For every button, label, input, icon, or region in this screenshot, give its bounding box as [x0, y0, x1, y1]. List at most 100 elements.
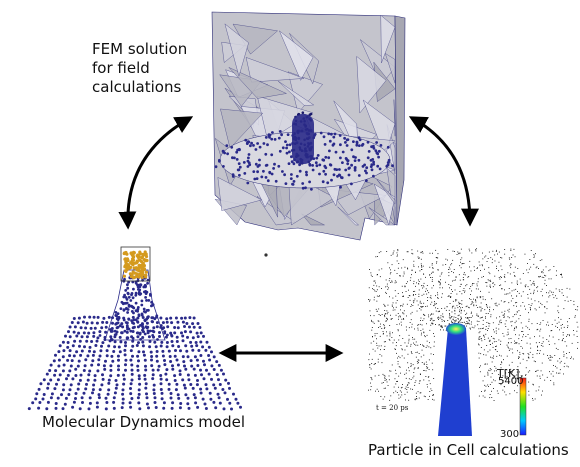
md-atom — [130, 378, 134, 382]
pic-particle — [418, 296, 420, 297]
pic-particle — [499, 354, 500, 356]
pic-particle — [537, 328, 539, 330]
fem-atom — [231, 173, 235, 177]
pic-particle — [488, 271, 490, 273]
pic-particle — [413, 300, 415, 302]
pic-particle — [511, 282, 513, 284]
pic-particle — [511, 379, 513, 381]
pic-particle — [514, 276, 516, 277]
pic-particle — [413, 260, 415, 262]
pic-particle — [402, 305, 404, 307]
pic-particle — [394, 378, 396, 380]
pic-particle — [411, 326, 413, 328]
md-atom — [168, 355, 172, 358]
pic-particle — [482, 258, 484, 260]
pic-particle — [458, 314, 460, 316]
md-atom — [95, 339, 99, 343]
pic-particle — [406, 303, 408, 305]
pic-particle — [372, 348, 374, 350]
pic-particle — [448, 324, 450, 325]
md-atom — [61, 407, 65, 411]
md-atom — [46, 400, 50, 404]
md-atom — [70, 359, 74, 363]
pic-particle — [489, 310, 491, 312]
pic-particle — [482, 324, 484, 325]
pic-particle — [375, 363, 376, 364]
pic-particle — [491, 381, 493, 383]
md-atom — [42, 378, 46, 382]
pic-particle — [396, 255, 398, 257]
pic-particle — [536, 266, 538, 268]
pic-particle — [471, 302, 473, 304]
md-tip-atom — [144, 252, 148, 256]
fem-atom — [315, 156, 319, 160]
pic-particle — [369, 269, 370, 270]
md-atom — [104, 396, 108, 400]
md-atom — [98, 354, 102, 358]
pic-particle — [560, 318, 562, 320]
md-atom — [117, 358, 120, 362]
pic-particle — [482, 327, 484, 329]
pic-particle — [533, 263, 535, 265]
pic-particle — [473, 298, 474, 300]
pic-particle — [465, 306, 467, 308]
pic-particle — [468, 323, 470, 325]
pic-particle — [500, 367, 502, 369]
md-atom — [48, 369, 52, 372]
md-atom — [210, 350, 213, 354]
pic-particle — [508, 350, 510, 351]
fem-mesh-triangle — [228, 67, 288, 99]
pic-particle — [529, 307, 531, 308]
pic-particle — [396, 273, 398, 274]
pic-particle — [500, 319, 502, 321]
pic-particle — [509, 370, 511, 372]
md-atom — [137, 359, 140, 363]
pic-particle — [410, 351, 412, 353]
fem-atom — [330, 132, 333, 136]
md-atom — [93, 378, 97, 382]
md-atom — [169, 316, 173, 320]
pic-particle — [414, 338, 416, 340]
fem-atom — [286, 133, 290, 137]
pic-particle — [463, 272, 465, 274]
pic-particle — [481, 308, 483, 309]
fem-atom — [355, 141, 359, 145]
fem-atom — [326, 181, 330, 185]
pic-particle — [385, 320, 387, 322]
pic-particle — [430, 353, 432, 355]
md-atom — [222, 372, 225, 376]
pic-particle — [476, 296, 478, 298]
pic-particle — [466, 284, 468, 286]
pic-particle — [412, 305, 414, 306]
pic-particle — [379, 326, 381, 328]
pic-particle — [452, 318, 454, 320]
pic-particle — [398, 263, 400, 264]
pic-particle — [373, 340, 375, 342]
md-atom — [69, 383, 73, 387]
md-atom — [199, 340, 203, 344]
pic-particle — [415, 341, 417, 343]
pic-particle — [482, 316, 483, 318]
fem-atom — [374, 149, 378, 153]
md-atom — [105, 321, 109, 324]
fem-atom — [301, 186, 305, 190]
md-shank-atom — [140, 303, 144, 307]
fem-mesh-triangle — [256, 95, 314, 142]
pic-particle — [505, 372, 507, 374]
pic-particle — [432, 313, 434, 315]
fem-atom — [357, 144, 361, 148]
pic-particle — [375, 282, 376, 284]
pic-particle — [430, 277, 431, 278]
md-atom — [224, 378, 228, 382]
pic-particle — [538, 389, 540, 391]
pic-particle — [492, 337, 494, 339]
fem-label-line-1: FEM solution — [92, 40, 188, 58]
pic-particle — [400, 305, 401, 307]
pic-particle — [552, 375, 554, 377]
pic-particle — [564, 341, 566, 343]
md-shank-atom — [122, 318, 126, 322]
pic-particle — [374, 333, 376, 335]
fem-atom — [387, 158, 391, 162]
md-atom — [109, 364, 113, 368]
pic-particle — [560, 327, 562, 329]
